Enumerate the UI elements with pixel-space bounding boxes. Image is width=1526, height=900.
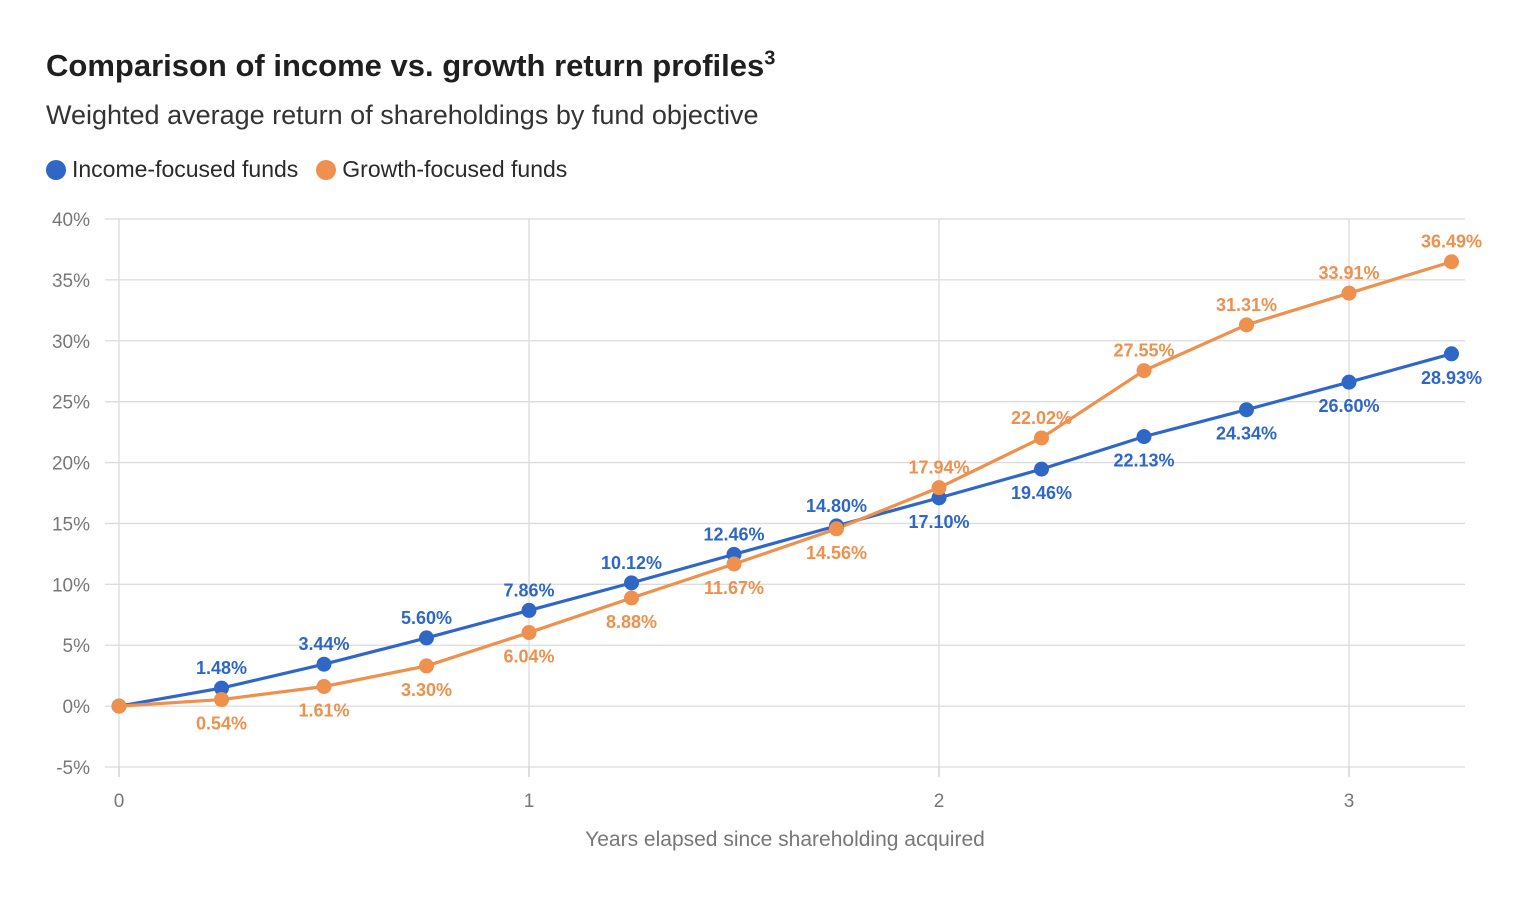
data-label-growth: 1.61% bbox=[298, 701, 349, 721]
y-tick-label: 5% bbox=[63, 636, 91, 657]
legend-item-income[interactable]: Income-focused funds bbox=[46, 156, 298, 183]
data-label-growth: 27.55% bbox=[1113, 341, 1174, 361]
data-point-income bbox=[1136, 429, 1152, 445]
data-point-growth bbox=[624, 590, 639, 606]
grid-layer bbox=[105, 218, 1465, 768]
legend-swatch-income bbox=[46, 159, 66, 180]
x-axis-label: Years elapsed since shareholding acquire… bbox=[585, 828, 985, 851]
data-point-growth bbox=[1136, 363, 1152, 379]
chart-title-text: Comparison of income vs. growth return p… bbox=[46, 48, 765, 83]
y-tick-label: 25% bbox=[52, 393, 90, 414]
data-label-growth: 31.31% bbox=[1216, 295, 1277, 315]
y-tick-label: 15% bbox=[52, 514, 90, 535]
y-tick-label: 40% bbox=[52, 210, 90, 231]
data-label-income: 19.46% bbox=[1011, 483, 1072, 503]
data-point-growth bbox=[931, 480, 947, 496]
series-line-income bbox=[117, 352, 1454, 708]
data-point-income bbox=[1444, 346, 1459, 362]
y-tick-label: 20% bbox=[52, 454, 90, 475]
series-line-growth bbox=[117, 260, 1454, 708]
y-tick-label: 10% bbox=[52, 575, 90, 596]
x-tick-label: 2 bbox=[934, 791, 945, 812]
data-point-income bbox=[316, 656, 332, 672]
y-tick-label: 0% bbox=[63, 697, 91, 718]
data-label-income: 17.10% bbox=[908, 512, 969, 532]
y-tick-label: -5% bbox=[56, 758, 90, 779]
data-label-income: 22.13% bbox=[1113, 451, 1174, 471]
data-point-income bbox=[1239, 402, 1254, 418]
data-point-growth bbox=[111, 698, 127, 714]
data-label-growth: 3.30% bbox=[401, 680, 452, 700]
data-point-growth bbox=[1444, 254, 1459, 270]
legend-swatch-growth bbox=[316, 159, 337, 180]
data-label-income: 24.34% bbox=[1216, 424, 1277, 444]
data-point-income bbox=[624, 575, 639, 591]
footnote-marker: 3 bbox=[764, 47, 776, 70]
data-point-income bbox=[521, 602, 537, 618]
data-point-income bbox=[1341, 374, 1357, 390]
data-point-growth bbox=[1239, 317, 1254, 333]
data-point-income bbox=[214, 680, 229, 696]
x-tick-label: 1 bbox=[524, 791, 535, 812]
data-label-income: 12.46% bbox=[703, 524, 764, 544]
data-label-growth: 33.91% bbox=[1318, 263, 1379, 283]
data-label-growth: 36.49% bbox=[1421, 232, 1482, 252]
data-label-growth: 8.88% bbox=[606, 612, 657, 632]
legend-item-growth[interactable]: Growth-focused funds bbox=[316, 156, 567, 183]
data-label-growth: 6.04% bbox=[503, 647, 554, 667]
data-label-growth: 11.67% bbox=[704, 578, 764, 598]
axis-layer: -5% 0% 5% 10% 15% 20% 25% 30% 35% 40% 0 1 2 3 bbox=[52, 210, 1354, 812]
data-point-growth bbox=[1034, 430, 1049, 446]
data-label-growth: 0.54% bbox=[196, 714, 247, 734]
data-label-growth: 17.94% bbox=[908, 458, 969, 478]
data-label-growth: 22.02% bbox=[1011, 408, 1072, 428]
series-layer bbox=[111, 254, 1459, 714]
y-tick-label: 30% bbox=[52, 332, 90, 353]
chart-subtitle: Weighted average return of shareholdings… bbox=[46, 100, 759, 130]
data-point-growth bbox=[726, 556, 742, 572]
data-label-income: 1.48% bbox=[196, 658, 247, 678]
chart-title: Comparison of income vs. growth return p… bbox=[46, 48, 775, 84]
chart-legend: Income-focused funds Growth-focused fund… bbox=[46, 156, 585, 183]
data-point-income bbox=[1034, 461, 1049, 477]
data-label-income: 14.80% bbox=[806, 496, 867, 516]
data-label-income: 5.60% bbox=[401, 608, 452, 628]
y-tick-label: 35% bbox=[52, 271, 90, 292]
data-label-income: 10.12% bbox=[601, 553, 662, 573]
data-point-income bbox=[419, 630, 434, 646]
data-label-income: 3.44% bbox=[298, 634, 349, 654]
data-point-growth bbox=[829, 521, 844, 537]
legend-label-growth: Growth-focused funds bbox=[342, 156, 568, 182]
data-point-growth bbox=[214, 692, 229, 708]
x-tick-label: 3 bbox=[1344, 791, 1355, 812]
data-label-income: 28.93% bbox=[1421, 368, 1482, 388]
x-tick-label: 0 bbox=[114, 791, 125, 812]
data-label-layer: 1.48% 3.44% 5.60% 7.86% 10.12% 12.46% 14.80% 17… bbox=[196, 232, 1482, 734]
data-label-income: 7.86% bbox=[503, 580, 554, 600]
data-label-growth: 14.56% bbox=[806, 543, 867, 563]
data-point-growth bbox=[521, 625, 537, 641]
data-point-growth bbox=[419, 658, 434, 674]
legend-label-income: Income-focused funds bbox=[72, 156, 299, 182]
data-point-growth bbox=[316, 679, 332, 695]
data-label-income: 26.60% bbox=[1318, 396, 1379, 416]
data-point-growth bbox=[1341, 285, 1357, 301]
